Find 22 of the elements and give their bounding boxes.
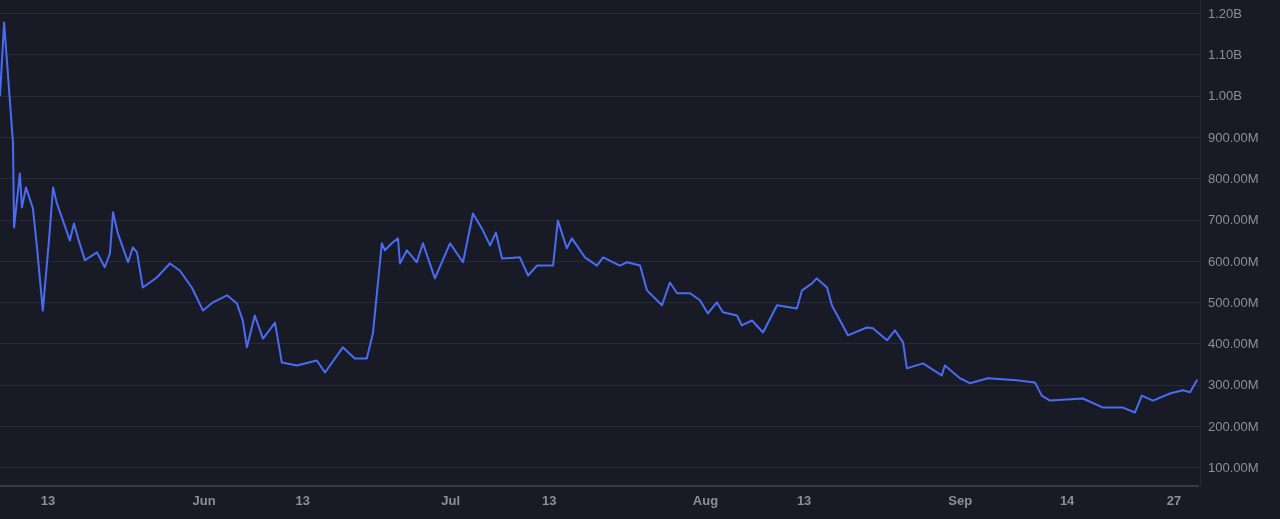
y-tick-label: 800.00M (1208, 170, 1259, 186)
y-tick-label: 100.00M (1208, 459, 1259, 475)
x-tick-label: 13 (40, 493, 56, 508)
x-tick-label: 13 (542, 493, 557, 508)
y-tick-label: 500.00M (1208, 294, 1259, 310)
x-tick-label: 13 (796, 493, 812, 508)
y-tick-label: 1.00B (1208, 88, 1242, 104)
y-tick-label: 300.00M (1208, 377, 1259, 393)
y-tick-label: 1.20B (1208, 5, 1242, 21)
x-tick-label: 27 (1166, 493, 1182, 508)
x-tick-label: 14 (1059, 493, 1076, 508)
y-tick-label: 700.00M (1208, 212, 1259, 228)
y-tick-label: 900.00M (1208, 129, 1259, 145)
x-tick-label: Jul (441, 493, 461, 508)
y-tick-label: 1.10B (1208, 47, 1242, 63)
y-tick-label: 400.00M (1208, 336, 1259, 352)
x-tick-label: Aug (692, 493, 719, 508)
x-tick-label: Sep (948, 493, 973, 508)
y-tick-label: 600.00M (1208, 253, 1259, 269)
y-tick-label: 200.00M (1208, 418, 1259, 434)
x-tick-label: Jun (192, 493, 216, 508)
x-tick-label: 13 (295, 493, 310, 508)
